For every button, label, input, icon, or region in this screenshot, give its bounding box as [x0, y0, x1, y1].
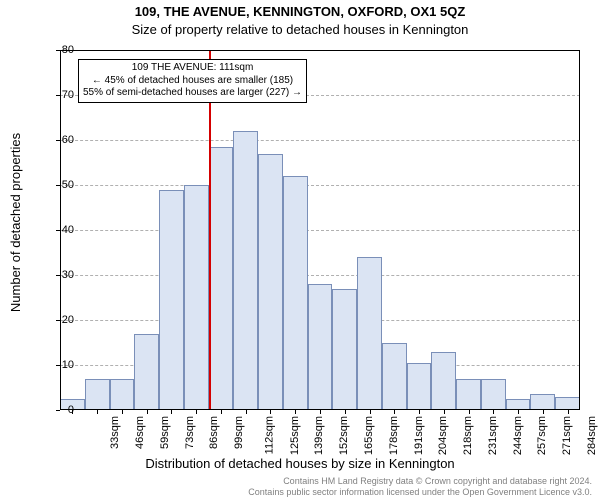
chart-title-main: 109, THE AVENUE, KENNINGTON, OXFORD, OX1… [0, 4, 600, 19]
y-tick-label: 60 [62, 134, 74, 146]
x-tick-label: 231sqm [487, 416, 499, 455]
x-axis-label: Distribution of detached houses by size … [0, 456, 600, 471]
y-tick-mark [56, 230, 60, 231]
x-tick-label: 218sqm [462, 416, 474, 455]
x-tick-label: 178sqm [388, 416, 400, 455]
x-tick-label: 33sqm [109, 416, 121, 449]
y-tick-label: 30 [62, 269, 74, 281]
x-tick-mark [370, 410, 371, 414]
y-tick-label: 20 [62, 314, 74, 326]
y-tick-mark [56, 365, 60, 366]
x-tick-mark [518, 410, 519, 414]
x-tick-label: 244sqm [512, 416, 524, 455]
x-tick-label: 191sqm [413, 416, 425, 455]
x-tick-mark [147, 410, 148, 414]
x-tick-mark [72, 410, 73, 414]
x-tick-label: 284sqm [586, 416, 598, 455]
x-tick-label: 165sqm [363, 416, 375, 455]
y-tick-mark [56, 50, 60, 51]
x-tick-mark [543, 410, 544, 414]
x-tick-label: 139sqm [314, 416, 326, 455]
x-tick-label: 99sqm [233, 416, 245, 449]
x-tick-mark [493, 410, 494, 414]
y-tick-mark [56, 410, 60, 411]
y-tick-mark [56, 320, 60, 321]
chart-title-sub: Size of property relative to detached ho… [0, 22, 600, 37]
x-tick-label: 86sqm [208, 416, 220, 449]
x-tick-mark [171, 410, 172, 414]
x-ticks: 33sqm 46sqm 59sqm 73sqm 86sqm 99sqm 112sqm 125s… [60, 414, 580, 454]
x-tick-mark [320, 410, 321, 414]
x-tick-mark [270, 410, 271, 414]
x-tick-mark [246, 410, 247, 414]
y-tick-mark [56, 185, 60, 186]
y-tick-label: 40 [62, 224, 74, 236]
x-tick-label: 112sqm [263, 416, 275, 454]
x-tick-mark [295, 410, 296, 414]
y-axis-label: Number of detached properties [8, 43, 23, 222]
y-tick-mark [56, 95, 60, 96]
x-tick-label: 257sqm [536, 416, 548, 455]
y-tick-mark [56, 140, 60, 141]
footer-attribution: Contains HM Land Registry data © Crown c… [0, 476, 592, 498]
x-tick-mark [568, 410, 569, 414]
x-tick-label: 46sqm [134, 416, 146, 449]
x-tick-mark [444, 410, 445, 414]
x-tick-mark [345, 410, 346, 414]
x-tick-mark [122, 410, 123, 414]
y-tick-label: 80 [62, 44, 74, 56]
y-tick-label: 70 [62, 89, 74, 101]
x-tick-label: 125sqm [289, 416, 301, 455]
x-tick-mark [469, 410, 470, 414]
y-tick-mark [56, 275, 60, 276]
x-tick-label: 73sqm [184, 416, 196, 449]
x-tick-mark [196, 410, 197, 414]
y-tick-label: 10 [62, 359, 74, 371]
y-tick-label: 50 [62, 179, 74, 191]
x-tick-label: 152sqm [338, 416, 350, 455]
x-tick-mark [394, 410, 395, 414]
chart-container: 109, THE AVENUE, KENNINGTON, OXFORD, OX1… [0, 0, 600, 500]
x-tick-mark [419, 410, 420, 414]
footer-line-2: Contains public sector information licen… [0, 487, 592, 498]
x-tick-label: 271sqm [561, 416, 573, 455]
x-tick-mark [97, 410, 98, 414]
x-tick-label: 59sqm [159, 416, 171, 449]
x-tick-mark [221, 410, 222, 414]
plot-area: 109 THE AVENUE: 111sqm← 45% of detached … [60, 50, 580, 410]
x-tick-label: 204sqm [437, 416, 449, 455]
footer-line-1: Contains HM Land Registry data © Crown c… [0, 476, 592, 487]
plot-border [60, 50, 580, 410]
